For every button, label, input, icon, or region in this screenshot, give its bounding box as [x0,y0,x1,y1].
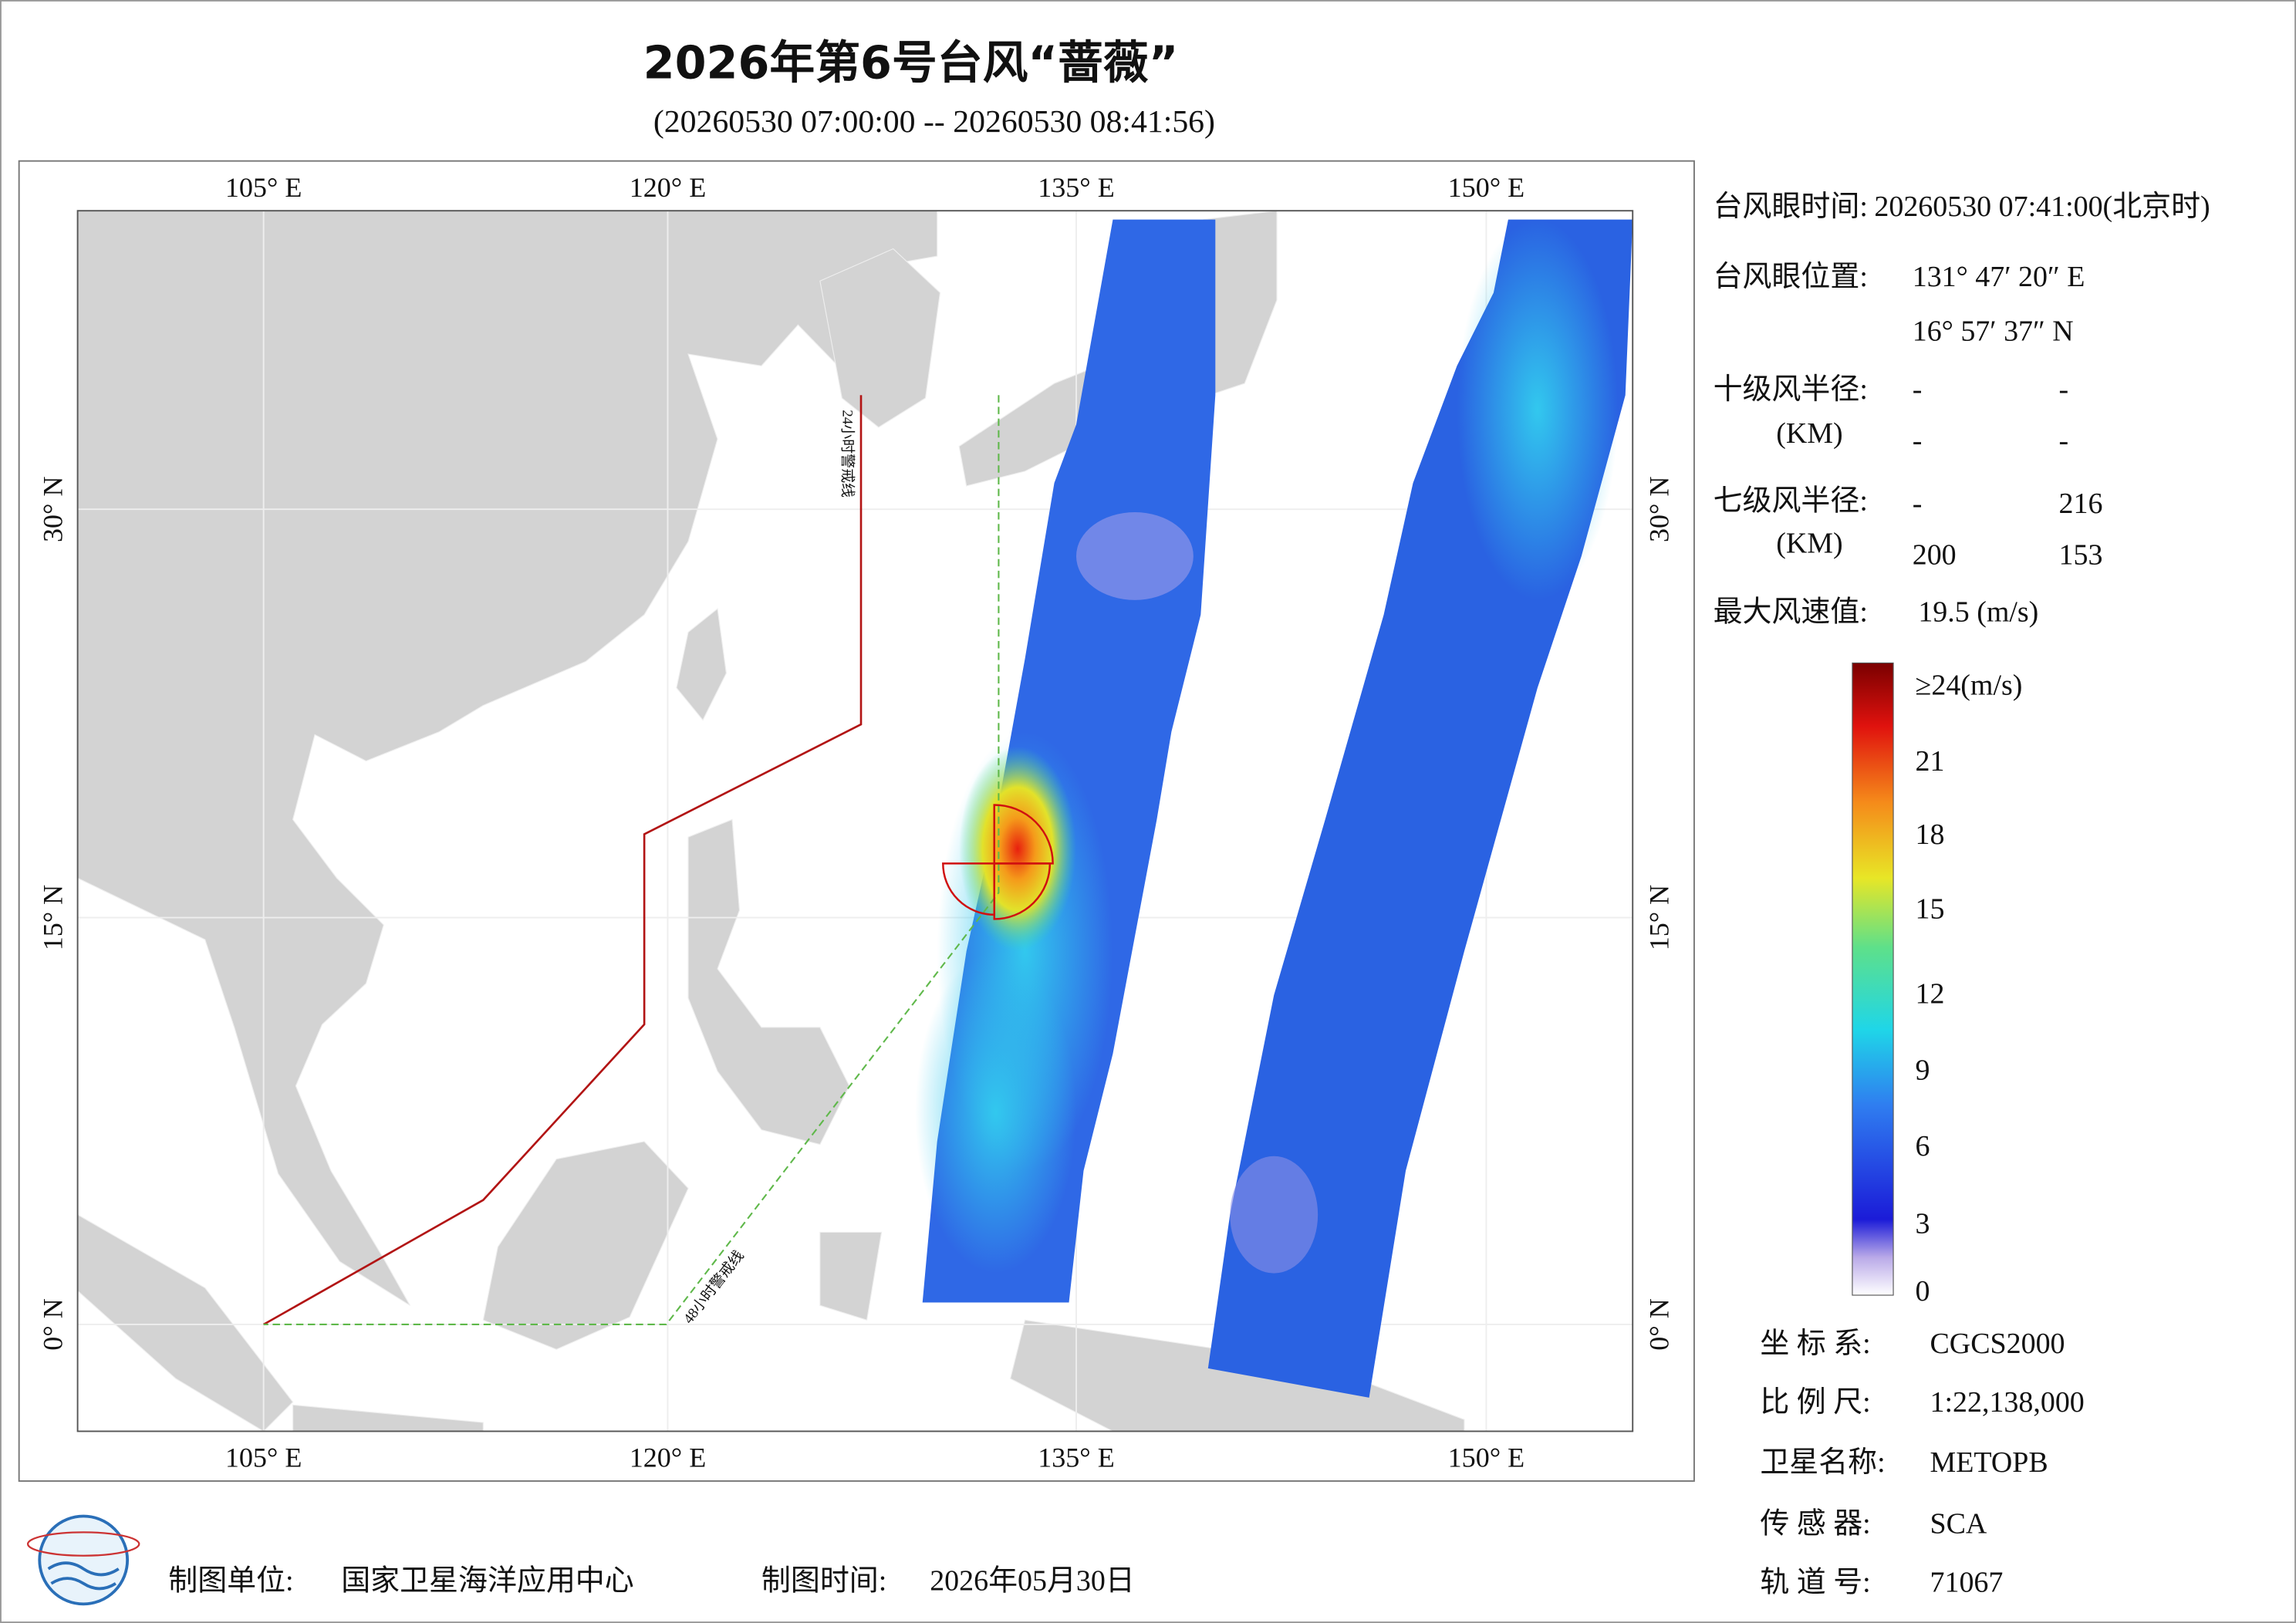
colorbar-label: 18 [1916,818,1945,851]
r7-unit: (KM) [1776,527,1842,559]
warning-label-24h: 24小时警戒线 [839,410,856,498]
lon-label: 135° E [1038,172,1115,203]
r7-value: 200 [1913,539,1957,572]
colorbar-label: 6 [1916,1130,1930,1162]
r10-value: - [2059,425,2069,457]
footer-time: 2026年05月30日 [930,1564,1135,1597]
lon-label: 150° E [1448,172,1525,203]
wind-swath-west [915,219,1216,1303]
colorbar-label: 0 [1916,1275,1930,1308]
footer-unit: 国家卫星海洋应用中心 [341,1564,633,1597]
eye-time: 20260530 07:41:00(北京时) [1874,191,2210,223]
lat-label: 30° N [1643,476,1674,542]
r7-value: 153 [2059,539,2103,572]
lat-label: 15° N [1643,885,1674,950]
r10-value: - [1913,425,1923,457]
lat-label: 0° N [37,1298,68,1350]
eye-lat: 16° 57′ 37″ N [1913,315,2074,347]
r7-value: - [1913,488,1923,520]
meta-label: 轨 道 号: [1760,1566,1870,1598]
meta-value: 1:22,138,000 [1930,1386,2085,1419]
r10-unit: (KM) [1776,417,1842,450]
colorbar-label: 21 [1916,745,1945,778]
r10-value: - [2059,373,2069,406]
eye-time-label: 台风眼时间: [1714,191,1868,223]
lat-label: 0° N [1643,1298,1674,1350]
warning-line-24h [262,395,863,1326]
r7-label: 七级风半径: [1714,484,1868,517]
colorbar-label: 12 [1916,978,1945,1011]
title: 2026年第6号台风“蔷薇” [643,35,1179,89]
meta-value: CGCS2000 [1930,1328,2065,1360]
lon-label: 120° E [630,172,707,203]
eye-lon: 131° 47′ 20″ E [1913,261,2085,293]
colorbar-label: 15 [1916,893,1945,926]
max-wind-label: 最大风速值: [1714,596,1868,629]
meta-label: 比 例 尺: [1760,1386,1870,1419]
colorbar-label: 3 [1916,1208,1930,1240]
lat-label: 30° N [37,476,68,542]
logo [26,1514,140,1606]
meta-value: METOPB [1930,1446,2048,1479]
typhoon-wind-radius [942,804,1054,920]
r10-value: - [1913,373,1923,406]
footer-time-label: 制图时间: [761,1564,886,1597]
colorbar [1852,662,1894,1296]
colorbar-label: 9 [1916,1054,1930,1086]
meta-label: 坐 标 系: [1760,1328,1870,1360]
map-body: 24小时警戒线 48小时警戒线 [77,211,1633,1432]
lon-label: 120° E [630,1442,707,1473]
colorbar-label: ≥24(m/s) [1916,669,2023,701]
meta-value: 71067 [1930,1566,2004,1598]
map-inner-frame [76,210,1634,1432]
lon-label: 105° E [225,1442,302,1473]
meta-label: 卫星名称: [1760,1446,1885,1479]
footer-unit-label: 制图单位: [168,1564,293,1597]
meta-value: SCA [1930,1507,1987,1540]
lon-label: 135° E [1038,1442,1115,1473]
lat-label: 15° N [37,885,68,950]
subtitle: (20260530 07:00:00 -- 20260530 08:41:56) [653,104,1215,140]
eye-position-label: 台风眼位置: [1714,261,1868,293]
r10-label: 十级风半径: [1714,373,1868,406]
warning-line-48h [263,395,1000,1326]
meta-label: 传 感 器: [1760,1507,1870,1540]
max-wind: 19.5 (m/s) [1918,596,2038,629]
lon-label: 150° E [1448,1442,1525,1473]
r7-value: 216 [2059,488,2103,520]
land [77,211,1465,1432]
lon-label: 105° E [225,172,302,203]
wind-swath-east [1207,219,1633,1398]
